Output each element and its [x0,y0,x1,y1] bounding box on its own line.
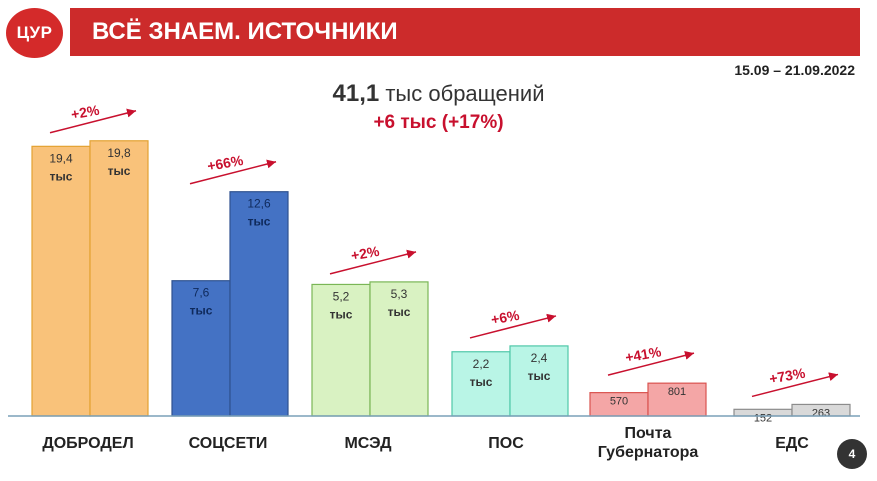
page-title: ВСЁ ЗНАЕМ. ИСТОЧНИКИ [70,8,860,56]
category-label-4: Губернатора [598,444,699,461]
bar-3-1 [509,345,569,417]
bar-label-1-0: 7,6 [193,286,210,300]
change-arrow-5 [751,372,839,398]
bar-label-0-1: 19,8 [107,146,131,160]
bar-label-0-1: тыс [108,164,131,178]
change-arrow-4 [607,351,695,376]
bar-label-5-0: 152 [754,412,772,424]
change-arrow-0 [49,108,137,134]
bar-label-1-0: тыс [190,304,213,318]
bar-label-1-1: тыс [248,215,271,229]
change-label-0: +2% [70,102,101,123]
category-label-4: Почта [625,425,672,442]
change-arrow-1 [189,159,277,185]
bar-1-0 [171,280,231,417]
category-label-3: ПОС [488,435,524,452]
date-range: 15.09 – 21.09.2022 [734,62,855,78]
bar-label-1-1: 12,6 [247,197,271,211]
bar-label-0-0: 19,4 [49,151,73,165]
bar-label-2-0: 5,2 [333,289,350,303]
change-arrow-3 [469,313,557,339]
total-value: 41,1 [332,80,380,107]
page-number: 4 [837,439,867,469]
change-label-4: +41% [624,343,663,365]
total-delta: +6 тыс (+17%) [373,112,504,133]
change-label-3: +6% [490,307,521,328]
bar-2-1 [369,281,429,417]
category-label-2: МСЭД [344,435,392,452]
change-label-2: +2% [350,243,381,264]
category-label-5: ЕДС [775,435,809,452]
bar-label-3-0: 2,2 [473,357,490,371]
bar-label-4-1: 801 [668,386,686,398]
category-label-0: ДОБРОДЕЛ [42,435,133,452]
bar-label-2-1: тыс [388,305,411,319]
total-label: тыс обращений [385,81,545,106]
bar-2-0 [311,283,371,417]
bar-0-1 [89,140,149,417]
bar-1-1 [229,191,289,417]
bar-label-5-1: 263 [812,407,830,419]
bar-label-2-1: 5,3 [391,287,408,301]
cur-logo: ЦУР [6,8,63,58]
category-label-1: СОЦСЕТИ [189,435,268,452]
total-requests: 41,1 тыс обращений [0,80,877,108]
bar-0-0 [31,145,91,417]
bar-label-0-0: тыс [50,169,73,183]
bar-label-4-0: 570 [610,396,628,408]
bar-label-3-1: 2,4 [531,351,548,365]
change-label-1: +66% [206,152,245,174]
change-arrow-2 [329,249,417,275]
bar-label-3-1: тыс [528,369,551,383]
bar-label-3-0: тыс [470,375,493,389]
bar-label-2-0: тыс [330,307,353,321]
change-label-5: +73% [768,365,807,387]
